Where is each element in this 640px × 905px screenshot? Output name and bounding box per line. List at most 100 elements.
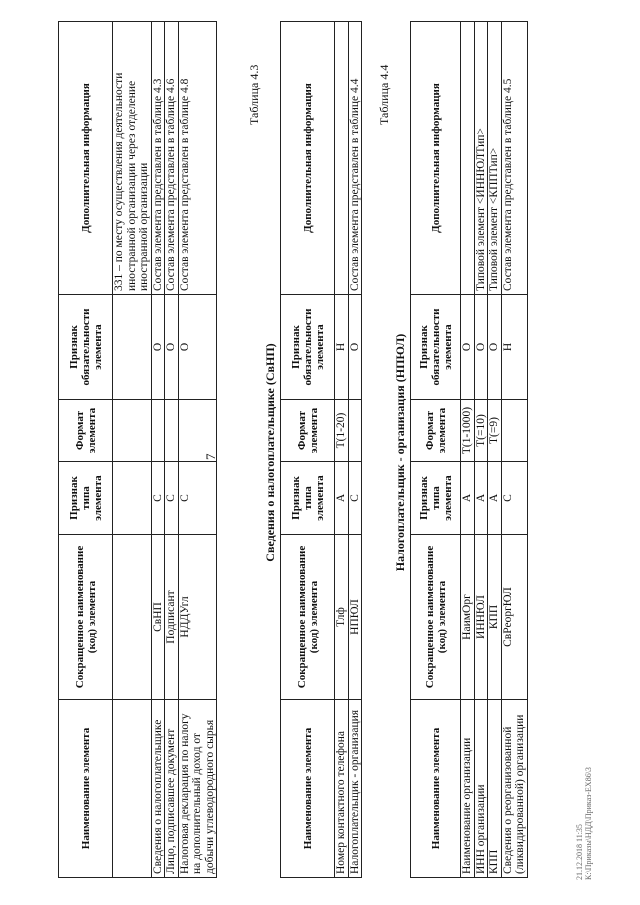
table-cell (164, 399, 178, 462)
column-header: Признак типа элемента (410, 461, 461, 535)
footer-path: К:\Приказы\НДД\Приказ-ЕХ86\3 (584, 767, 593, 880)
table-cell: Т(=9) (487, 399, 501, 462)
column-header: Наименование элемента (280, 699, 335, 878)
table-cell: Т(1-20) (334, 399, 348, 462)
column-header: Дополнительная информация (58, 21, 113, 295)
header-row: Наименование элемента Сокращенное наимено… (58, 21, 113, 878)
table-cell (460, 21, 474, 295)
column-header: Признак обязательности элемента (58, 294, 113, 400)
column-header: Наименование элемента (410, 699, 461, 878)
column-header: Наименование элемента (58, 699, 113, 878)
table-cell: Наименование организации (460, 699, 474, 878)
table-row: Лицо, подписавшее документ Подписант С О Сос… (164, 21, 178, 878)
header-row: Наименование элемента Сокращенное наимено… (280, 21, 335, 878)
table-cell: Состав элемента представлен в таблице 4.… (501, 21, 527, 295)
column-header: Формат элемента (410, 399, 461, 462)
table-cell: Состав элемента представлен в таблице 4.… (348, 21, 362, 295)
column-header: Формат элемента (280, 399, 335, 462)
table-cell: НДДУгл (178, 534, 217, 700)
table-cell: А (487, 461, 501, 535)
table-4-3-caption: Таблица 4.3 (247, 64, 261, 125)
header-row: Наименование элемента Сокращенное наимено… (410, 21, 461, 878)
table-4-4-title: Налогоплательщик - организация (НПЮЛ) (393, 333, 407, 572)
column-header: Сокращенное наименование (код) элемента (58, 534, 113, 700)
column-header: Признак обязательности элемента (410, 294, 461, 400)
table-cell: О (151, 294, 165, 400)
table-cell (501, 399, 527, 462)
table-cell: Т(1-1000) (460, 399, 474, 462)
table-cell (178, 399, 217, 462)
table-4-4-caption: Таблица 4.4 (377, 64, 391, 125)
table-cell: Лицо, подписавшее документ (164, 699, 178, 878)
table-cell: С (164, 461, 178, 535)
table-cell: Номер контактного телефона (334, 699, 348, 878)
table-cell: ИННЮЛ (474, 534, 488, 700)
table-cell: Типовой элемент <ИННЮЛТип> (474, 21, 488, 295)
table-cell: Типовой элемент <КППТип> (487, 21, 501, 295)
table-cell: С (348, 461, 362, 535)
table-cell: СвНП (151, 534, 165, 700)
table-cell: С (501, 461, 527, 535)
table-4-3-title: Сведения о налогоплательщике (СвНП) (263, 343, 277, 562)
table-row: Налогоплательщик - организация НПЮЛ С О Сост… (348, 21, 362, 878)
table-row: Номер контактного телефона Тлф А Т(1-20) Н (334, 21, 348, 878)
table-cell: Налогоплательщик - организация (348, 699, 362, 878)
column-header: Сокращенное наименование (код) элемента (280, 534, 335, 700)
table-cell: НаимОрг (460, 534, 474, 700)
table-cell: Т(=10) (474, 399, 488, 462)
table-row: Сведения о налогоплательщике СвНП С О Состав… (151, 21, 165, 878)
table-cell: СвРеоргЮЛ (501, 534, 527, 700)
table-cell: КПП (487, 699, 501, 878)
table-cell: О (164, 294, 178, 400)
table-cell: Сведения о налогоплательщике (151, 699, 165, 878)
column-header: Формат элемента (58, 399, 113, 462)
table-cell (112, 534, 151, 700)
table-4-4: Наименование элемента Сокращенное наимено… (410, 21, 528, 878)
table-cell: Н (501, 294, 527, 400)
column-header: Признак обязательности элемента (280, 294, 335, 400)
table-continued: Наименование элемента Сокращенное наимено… (58, 21, 217, 878)
table-cell: С (178, 461, 217, 535)
column-header: Дополнительная информация (410, 21, 461, 295)
table-cell (112, 399, 151, 462)
column-header: Сокращенное наименование (код) элемента (410, 534, 461, 700)
table-row: 331 – по месту осуществления деятельност… (112, 21, 151, 878)
table-cell: О (474, 294, 488, 400)
column-header: Признак типа элемента (280, 461, 335, 535)
table-cell: 331 – по месту осуществления деятельност… (112, 21, 151, 295)
table-cell: С (151, 461, 165, 535)
table-cell (348, 399, 362, 462)
table-cell: А (460, 461, 474, 535)
table-cell (112, 461, 151, 535)
table-cell: Состав элемента представлен в таблице 4.… (164, 21, 178, 295)
table-row: Сведения о реорганизованной (ликвидирова… (501, 21, 527, 878)
table-cell (112, 699, 151, 878)
table-cell: Н (334, 294, 348, 400)
table-cell (151, 399, 165, 462)
table-cell: О (178, 294, 217, 400)
column-header: Дополнительная информация (280, 21, 335, 295)
table-row: КПП КПП А Т(=9) О Типовой элемент <КППТип> (487, 21, 501, 878)
table-cell: КПП (487, 534, 501, 700)
table-cell: О (487, 294, 501, 400)
table-cell: Состав элемента представлен в таблице 4.… (178, 21, 217, 295)
table-cell: О (348, 294, 362, 400)
table-4-3: Наименование элемента Сокращенное наимено… (280, 21, 362, 878)
table-cell: Состав элемента представлен в таблице 4.… (151, 21, 165, 295)
table-cell (334, 21, 348, 295)
table-cell: Подписант (164, 534, 178, 700)
table-row: Наименование организации НаимОрг А Т(1-1000… (460, 21, 474, 878)
table-row: Налоговая декларация по налогу на дополн… (178, 21, 217, 878)
table-cell (112, 294, 151, 400)
table-row: ИНН организации ИННЮЛ А Т(=10) О Типовой элем… (474, 21, 488, 878)
footer-stamp: 21.12.2018 11:35 К:\Приказы\НДД\Приказ-Е… (575, 767, 593, 880)
table-cell: Тлф (334, 534, 348, 700)
table-cell: Налоговая декларация по налогу на дополн… (178, 699, 217, 878)
footer-date: 21.12.2018 11:35 (575, 824, 584, 880)
table-cell: ИНН организации (474, 699, 488, 878)
table-cell: НПЮЛ (348, 534, 362, 700)
table-cell: Сведения о реорганизованной (ликвидирова… (501, 699, 527, 878)
table-cell: А (334, 461, 348, 535)
column-header: Признак типа элемента (58, 461, 113, 535)
